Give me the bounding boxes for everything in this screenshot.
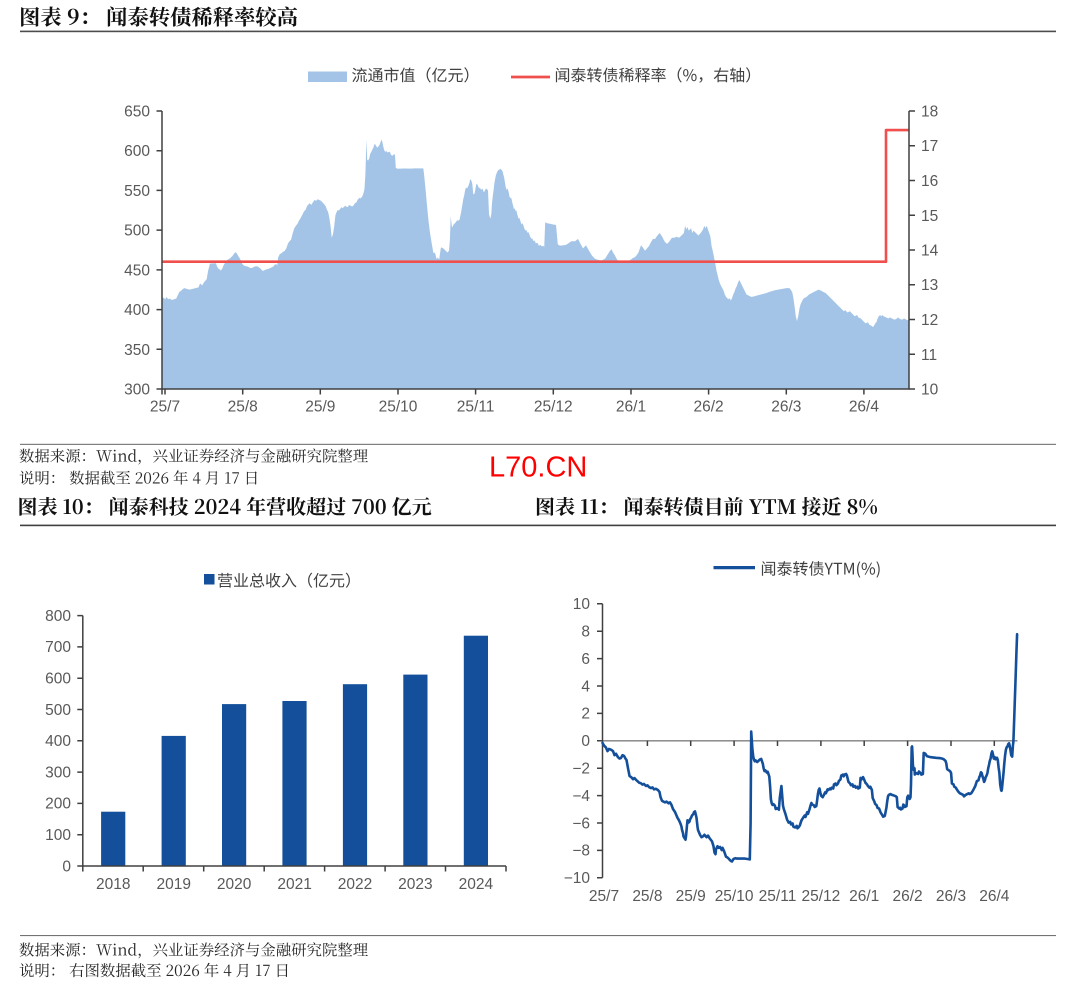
svg-text:400: 400: [45, 733, 71, 750]
svg-text:25/12: 25/12: [534, 399, 573, 416]
svg-text:25/11: 25/11: [759, 888, 797, 905]
svg-text:−4: −4: [572, 788, 590, 805]
svg-text:400: 400: [124, 302, 150, 319]
svg-text:300: 300: [45, 764, 71, 781]
svg-text:800: 800: [45, 608, 71, 625]
svg-text:700: 700: [45, 639, 71, 656]
svg-text:−6: −6: [572, 815, 590, 832]
svg-text:L70.CN: L70.CN: [489, 452, 587, 484]
svg-text:10: 10: [921, 382, 939, 399]
svg-text:2019: 2019: [156, 876, 190, 893]
svg-text:25/10: 25/10: [715, 888, 754, 905]
svg-text:17: 17: [921, 138, 938, 155]
svg-text:350: 350: [124, 342, 150, 359]
svg-text:26/2: 26/2: [893, 888, 923, 905]
svg-text:11: 11: [921, 347, 937, 364]
svg-text:25/9: 25/9: [676, 888, 706, 905]
svg-text:500: 500: [45, 702, 71, 719]
svg-text:25/9: 25/9: [305, 399, 335, 416]
svg-text:26/3: 26/3: [936, 888, 966, 905]
svg-text:450: 450: [124, 262, 150, 279]
svg-text:14: 14: [921, 243, 939, 260]
svg-text:25/7: 25/7: [150, 399, 180, 416]
svg-text:25/7: 25/7: [589, 888, 619, 905]
svg-text:200: 200: [45, 796, 71, 813]
svg-text:650: 650: [124, 104, 150, 121]
svg-text:−10: −10: [564, 870, 591, 887]
svg-text:8: 8: [581, 624, 590, 641]
svg-text:600: 600: [124, 143, 150, 160]
svg-text:10: 10: [573, 596, 591, 613]
svg-text:26/4: 26/4: [979, 888, 1010, 905]
svg-text:600: 600: [45, 671, 71, 688]
svg-text:26/3: 26/3: [771, 399, 801, 416]
svg-text:2020: 2020: [217, 876, 252, 893]
svg-text:18: 18: [921, 104, 938, 121]
svg-text:26/4: 26/4: [849, 399, 880, 416]
svg-text:500: 500: [124, 223, 150, 240]
svg-text:25/11: 25/11: [457, 399, 495, 416]
svg-text:6: 6: [581, 651, 590, 668]
svg-text:25/12: 25/12: [802, 888, 841, 905]
svg-text:4: 4: [581, 678, 590, 695]
svg-text:−2: −2: [572, 761, 590, 778]
svg-text:25/8: 25/8: [228, 399, 258, 416]
svg-text:26/2: 26/2: [694, 399, 724, 416]
svg-text:2023: 2023: [398, 876, 432, 893]
svg-text:100: 100: [45, 827, 71, 844]
svg-text:0: 0: [62, 858, 71, 875]
svg-text:13: 13: [921, 277, 938, 294]
svg-text:2: 2: [581, 706, 590, 723]
svg-text:26/1: 26/1: [849, 888, 879, 905]
svg-text:15: 15: [921, 208, 938, 225]
svg-text:25/10: 25/10: [379, 399, 418, 416]
svg-text:300: 300: [124, 382, 150, 399]
svg-text:−8: −8: [572, 843, 590, 860]
svg-text:2024: 2024: [459, 876, 494, 893]
svg-text:2018: 2018: [96, 876, 130, 893]
svg-text:26/1: 26/1: [616, 399, 646, 416]
svg-text:16: 16: [921, 173, 938, 190]
svg-text:2021: 2021: [277, 876, 311, 893]
svg-text:25/8: 25/8: [632, 888, 662, 905]
svg-text:550: 550: [124, 183, 150, 200]
svg-text:0: 0: [581, 733, 590, 750]
svg-text:2022: 2022: [338, 876, 372, 893]
svg-text:12: 12: [921, 312, 938, 329]
